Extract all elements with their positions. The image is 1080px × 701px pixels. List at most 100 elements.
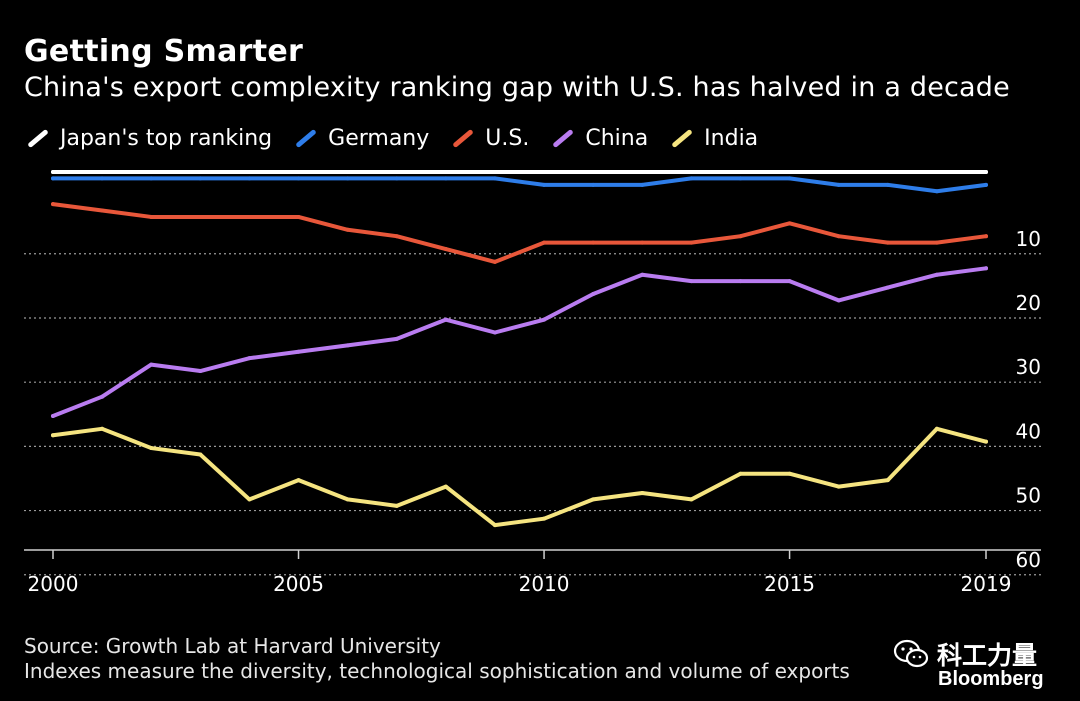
data-point-china xyxy=(787,279,792,284)
data-point-japan-s-top-ranking xyxy=(689,170,694,174)
data-point-india xyxy=(149,446,154,451)
x-tick-label: 2015 xyxy=(764,572,815,596)
data-point-japan-s-top-ranking xyxy=(492,170,497,174)
data-point-u-s xyxy=(443,247,448,252)
data-point-japan-s-top-ranking xyxy=(149,170,154,174)
data-point-u-s xyxy=(836,234,841,239)
data-point-china xyxy=(100,394,105,399)
data-point-germany xyxy=(51,176,55,181)
data-point-u-s xyxy=(591,240,596,245)
data-point-india xyxy=(100,426,105,431)
data-point-germany xyxy=(394,176,399,181)
legend-label: China xyxy=(585,126,649,151)
legend-label: U.S. xyxy=(485,126,530,151)
data-point-germany xyxy=(984,182,988,187)
data-point-u-s xyxy=(787,221,792,226)
data-point-india xyxy=(885,478,890,483)
data-point-china xyxy=(591,291,596,296)
legend-item-china: China xyxy=(551,126,648,151)
source-note: Source: Growth Lab at Harvard University xyxy=(24,634,441,658)
data-point-china xyxy=(836,298,841,303)
data-point-u-s xyxy=(394,234,399,239)
data-point-china xyxy=(149,362,154,367)
data-point-japan-s-top-ranking xyxy=(885,170,890,174)
data-point-japan-s-top-ranking xyxy=(345,170,350,174)
data-point-germany xyxy=(689,176,694,181)
data-point-japan-s-top-ranking xyxy=(51,170,55,174)
data-point-china xyxy=(394,336,399,341)
data-point-japan-s-top-ranking xyxy=(100,170,105,174)
data-point-china xyxy=(640,272,645,277)
y-tick-label: 40 xyxy=(1016,419,1041,443)
data-point-china xyxy=(51,413,55,418)
data-point-u-s xyxy=(492,259,497,264)
data-point-germany xyxy=(198,176,203,181)
data-point-china xyxy=(885,285,890,290)
series-line-u-s xyxy=(51,202,988,264)
data-point-india xyxy=(443,484,448,489)
data-point-japan-s-top-ranking xyxy=(787,170,792,174)
data-point-germany xyxy=(787,176,792,181)
data-point-germany xyxy=(149,176,154,181)
legend-label: Japan's top ranking xyxy=(60,126,273,151)
data-point-india xyxy=(296,478,301,483)
data-point-u-s xyxy=(51,202,55,207)
data-point-china xyxy=(345,343,350,348)
data-point-india xyxy=(689,497,694,502)
data-point-u-s xyxy=(247,214,252,219)
data-point-china xyxy=(492,330,497,335)
legend-label: India xyxy=(704,126,759,151)
data-point-germany xyxy=(345,176,350,181)
data-point-japan-s-top-ranking xyxy=(984,170,988,174)
data-point-india xyxy=(591,497,596,502)
y-tick-label: 20 xyxy=(1016,291,1041,315)
data-point-u-s xyxy=(345,227,350,232)
data-point-india xyxy=(345,497,350,502)
data-point-china xyxy=(247,356,252,361)
data-point-china xyxy=(443,317,448,322)
data-point-germany xyxy=(296,176,301,181)
data-point-u-s xyxy=(984,234,988,239)
data-point-japan-s-top-ranking xyxy=(591,170,596,174)
wechat-icon xyxy=(893,639,929,668)
data-point-india xyxy=(640,491,645,495)
chart-legend: Japan's top ranking Germany U.S. China I… xyxy=(26,126,780,151)
y-tick-label: 30 xyxy=(1016,355,1041,379)
series-line-germany xyxy=(51,176,988,194)
data-point-japan-s-top-ranking xyxy=(198,170,203,174)
legend-item-us: U.S. xyxy=(451,126,529,151)
x-tick-label: 2010 xyxy=(519,572,570,596)
data-point-india xyxy=(738,471,743,476)
data-point-germany xyxy=(443,176,448,181)
data-point-india xyxy=(492,523,497,528)
data-point-germany xyxy=(934,189,939,194)
data-point-germany xyxy=(492,176,497,181)
data-point-u-s xyxy=(689,240,694,245)
legend-label: Germany xyxy=(328,126,430,151)
data-point-u-s xyxy=(640,240,645,245)
legend-item-india: India xyxy=(670,126,758,151)
data-point-u-s xyxy=(198,214,203,219)
series-line-india xyxy=(51,426,988,528)
data-point-china xyxy=(296,349,301,354)
data-point-japan-s-top-ranking xyxy=(542,170,547,174)
data-point-u-s xyxy=(738,234,743,239)
data-point-germany xyxy=(640,182,645,187)
chart-title: Getting Smarter xyxy=(24,34,304,69)
y-tick-label: 10 xyxy=(1016,227,1041,251)
data-point-germany xyxy=(247,176,252,181)
data-point-u-s xyxy=(885,240,890,245)
brand-logo: Bloomberg xyxy=(938,668,1044,690)
legend-item-germany: Germany xyxy=(294,126,429,151)
data-point-japan-s-top-ranking xyxy=(247,170,252,174)
data-point-u-s xyxy=(296,214,301,219)
data-point-germany xyxy=(885,182,890,187)
data-point-germany xyxy=(738,176,743,181)
data-point-india xyxy=(198,452,203,457)
data-point-japan-s-top-ranking xyxy=(836,170,841,174)
data-point-germany xyxy=(100,176,105,181)
chart-subtitle: China's export complexity ranking gap wi… xyxy=(24,72,1010,103)
data-point-japan-s-top-ranking xyxy=(296,170,301,174)
data-point-india xyxy=(836,484,841,489)
